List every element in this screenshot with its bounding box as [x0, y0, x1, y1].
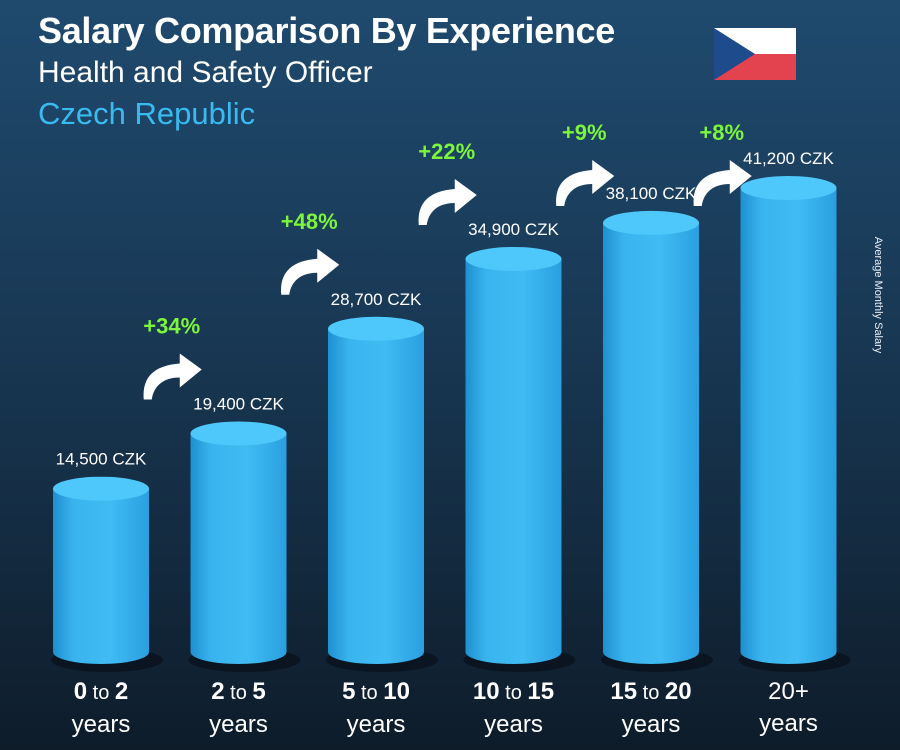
czech-flag-icon [714, 28, 796, 80]
x-axis-label: 10 to 15 years [472, 678, 555, 738]
bar [188, 421, 301, 672]
increase-arrow-icon [281, 248, 340, 295]
bar [326, 316, 438, 672]
x-axis-label: 0 to 2 years [71, 678, 131, 738]
bar [463, 246, 576, 672]
increase-arrow-icon [418, 178, 477, 225]
value-label: 14,500 CZK [56, 450, 147, 469]
increase-arrow-icon [143, 353, 202, 400]
value-label: 41,200 CZK [743, 149, 834, 168]
increase-arrow-icon [693, 160, 752, 206]
value-label: 19,400 CZK [193, 395, 284, 414]
x-axis-label: 20+ years [759, 678, 818, 737]
value-label: 34,900 CZK [468, 220, 559, 239]
bar [601, 210, 713, 672]
value-label: 38,100 CZK [606, 184, 697, 203]
country-name: Czech Republic [38, 96, 256, 131]
bar [738, 176, 851, 672]
increase-label: +48% [281, 209, 338, 234]
x-axis-label: 15 to 20 years [610, 678, 692, 738]
increase-label: +34% [143, 314, 200, 339]
bar [51, 476, 163, 672]
value-label: 28,700 CZK [331, 290, 422, 309]
increase-arrow-icon [556, 160, 615, 206]
x-axis-label: 2 to 5 years [209, 678, 268, 738]
x-axis-label: 5 to 10 years [342, 678, 410, 738]
increase-label: +9% [562, 120, 607, 145]
chart-title: Salary Comparison By Experience [38, 10, 615, 51]
increase-label: +8% [699, 120, 744, 145]
job-title: Health and Safety Officer [38, 56, 373, 89]
increase-label: +22% [418, 139, 475, 164]
